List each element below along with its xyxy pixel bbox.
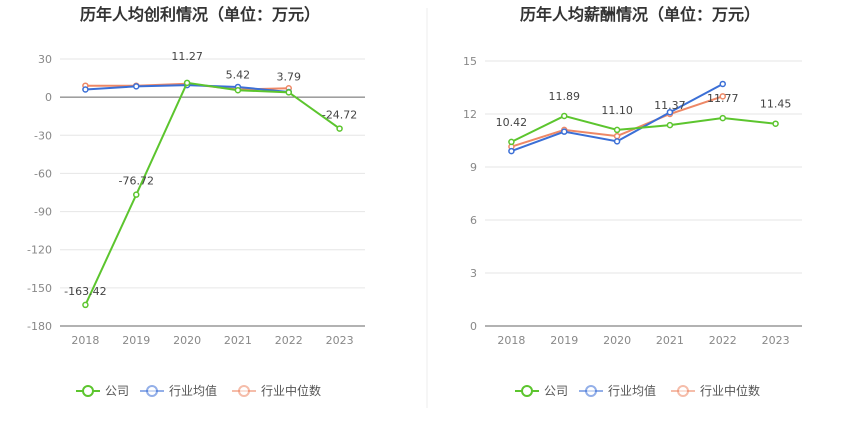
legend-item[interactable]: 行业中位数 [671, 383, 760, 398]
data-labels: -163.42 -76.72 11.27 5.42 3.79 -24.72 [64, 50, 357, 298]
data-point [666, 121, 674, 129]
data-label: 11.89 [549, 90, 581, 103]
y-tick-label: 3 [470, 267, 477, 280]
legend-label: 行业均值 [608, 383, 656, 398]
series-line [510, 114, 776, 143]
x-tick-label: 2018 [71, 334, 99, 347]
data-label: -163.42 [64, 285, 106, 298]
legend-marker [82, 385, 94, 397]
legend-label: 行业均值 [169, 383, 217, 398]
data-label: 3.79 [277, 70, 302, 83]
legend-marker [521, 385, 533, 397]
y-tick-label: -60 [34, 167, 52, 180]
x-tick-labels: 2018 2019 2020 2021 2022 2023 [497, 334, 789, 347]
legend-marker [146, 385, 158, 397]
y-tick-label: 12 [463, 108, 477, 121]
data-label: 11.77 [707, 92, 739, 105]
y-tick-label: -150 [27, 282, 52, 295]
data-point [183, 79, 191, 87]
data-label: 11.27 [171, 50, 203, 63]
y-tick-label: 30 [38, 53, 52, 66]
legend-label: 公司 [105, 384, 129, 398]
legend-item[interactable]: 行业中位数 [232, 383, 321, 398]
legend[interactable]: 公司 行业均值 行业中位数 [515, 383, 760, 398]
data-point [719, 114, 726, 122]
y-tick-label: -90 [34, 206, 52, 219]
data-point [82, 86, 89, 93]
chart-title: 历年人均薪酬情况（单位：万元） [520, 5, 760, 24]
data-point [82, 301, 89, 309]
data-point [508, 147, 515, 155]
legend-item[interactable]: 行业均值 [140, 383, 217, 398]
legend-marker [677, 385, 689, 397]
data-labels: 10.42 11.89 11.10 11.37 11.77 11.45 [496, 90, 792, 129]
data-point [666, 108, 674, 116]
data-label: 11.45 [760, 98, 792, 111]
series-lines [508, 80, 779, 155]
x-tick-label: 2021 [224, 334, 252, 347]
data-point [133, 191, 140, 198]
data-label: -76.72 [119, 175, 154, 188]
data-label: 11.10 [601, 104, 633, 117]
x-tick-label: 2019 [550, 334, 578, 347]
y-tick-labels: 15 12 9 6 3 0 [463, 55, 477, 333]
x-tick-label: 2018 [497, 334, 525, 347]
data-point [561, 112, 568, 120]
x-tick-label: 2021 [656, 334, 684, 347]
x-tick-label: 2022 [709, 334, 737, 347]
data-point [561, 128, 568, 135]
chart-profit-per-capita: 历年人均创利情况（单位：万元） 30 0 -30 -60 -90 -120 -150 -180… [27, 5, 365, 398]
data-label: 11.37 [654, 99, 686, 112]
x-tick-label: 2023 [326, 334, 354, 347]
data-label: 5.42 [226, 68, 251, 81]
y-tick-label: 0 [45, 91, 52, 104]
y-tick-label: 9 [470, 161, 477, 174]
y-tick-label: 15 [463, 55, 477, 68]
data-point [133, 83, 140, 90]
x-tick-label: 2020 [603, 334, 631, 347]
series-line [84, 81, 341, 306]
y-tick-label: -180 [27, 320, 52, 333]
y-tick-labels: 30 0 -30 -60 -90 -120 -150 -180 [27, 53, 52, 333]
chart-salary-per-capita: 历年人均薪酬情况（单位：万元） 15 12 9 6 3 0 2018 2019 2020 202… [463, 5, 802, 398]
x-tick-label: 2019 [122, 334, 150, 347]
x-tick-label: 2022 [275, 334, 303, 347]
series-lines [82, 79, 343, 309]
y-grid [485, 60, 802, 327]
data-point [719, 80, 726, 88]
data-point [613, 126, 621, 134]
data-label: 10.42 [496, 116, 528, 129]
y-tick-label: -30 [34, 129, 52, 142]
legend-marker [585, 385, 597, 397]
data-point [719, 93, 726, 100]
legend-label: 行业中位数 [700, 383, 760, 398]
chart-title: 历年人均创利情况（单位：万元） [80, 5, 320, 24]
x-tick-labels: 2018 2019 2020 2021 2022 2023 [71, 334, 353, 347]
legend-marker [238, 385, 250, 397]
data-point [285, 89, 292, 96]
x-tick-label: 2023 [762, 334, 790, 347]
data-point [772, 120, 779, 127]
legend-label: 公司 [544, 384, 568, 398]
legend[interactable]: 公司 行业均值 行业中位数 [76, 383, 321, 398]
legend-item[interactable]: 公司 [515, 384, 568, 398]
legend-item[interactable]: 行业均值 [579, 383, 656, 398]
data-point [508, 138, 515, 146]
data-label: -24.72 [322, 109, 357, 122]
data-point [613, 132, 621, 140]
legend-label: 行业中位数 [261, 383, 321, 398]
data-point [336, 125, 343, 132]
y-tick-label: -120 [27, 244, 52, 257]
x-tick-label: 2020 [173, 334, 201, 347]
legend-item[interactable]: 公司 [76, 384, 129, 398]
y-tick-label: 6 [470, 214, 477, 227]
y-tick-label: 0 [470, 320, 477, 333]
data-point [234, 87, 242, 94]
data-point [613, 138, 621, 145]
